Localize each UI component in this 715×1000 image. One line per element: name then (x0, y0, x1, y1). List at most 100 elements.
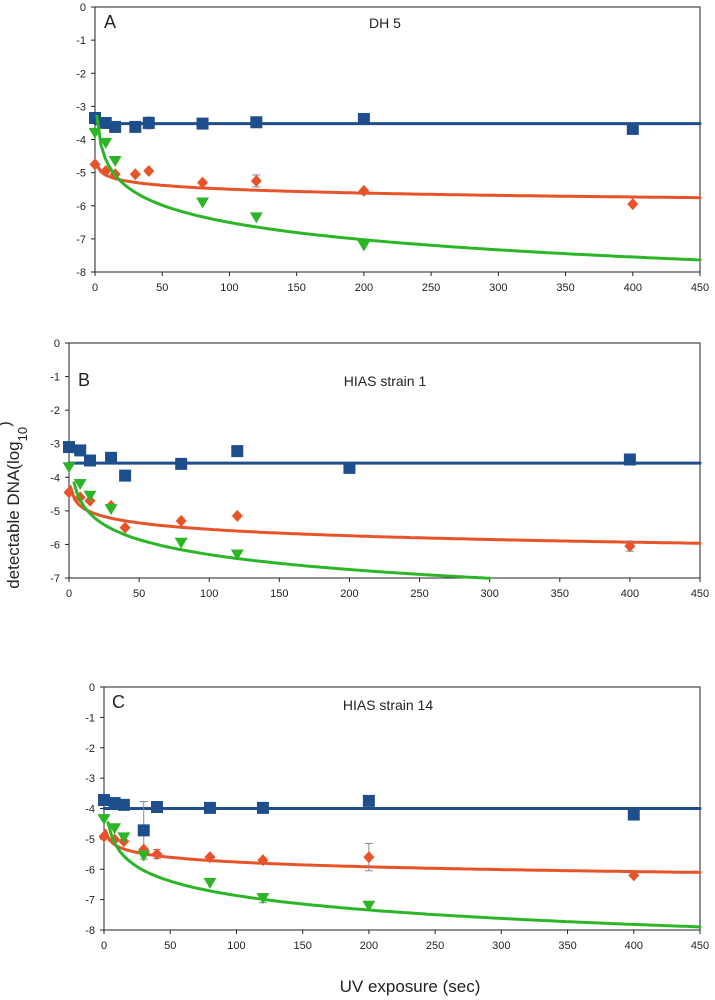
panel-b-orange-series-point (231, 509, 243, 522)
panel-b-x-tick-label: 450 (691, 588, 709, 600)
panel-a-blue-series-point (196, 117, 209, 130)
panel-a-y-tick-label: -2 (76, 68, 86, 80)
panel-a-x-tick-label: 250 (422, 282, 440, 294)
panel-c-blue-series-point (627, 808, 640, 821)
panel-a-x-tick-label: 200 (355, 282, 373, 294)
panel-c-green-series-fit-line (106, 821, 702, 929)
panel-c-green-series-point (108, 823, 122, 835)
panel-a-x-tick-label: 400 (624, 282, 642, 294)
panel-b-green-series-fit-line (72, 481, 492, 580)
panel-a-orange-series-point (197, 176, 209, 189)
panel-c-orange-series-point (151, 848, 163, 861)
panel-a-y-tick-label: -5 (76, 168, 86, 180)
y-axis-title-paren: ) (0, 421, 14, 427)
panel-a-x-tick-label: 0 (92, 282, 98, 294)
panel-c-x-tick-label: 400 (625, 940, 643, 952)
panel-c-x-tick-label: 200 (360, 940, 378, 952)
panel-a-orange-series-point (89, 158, 101, 171)
panel-a-green-series-fit-line (95, 114, 702, 262)
x-axis-title: UV exposure (sec) (340, 977, 481, 996)
panel-c-blue-series-point (117, 798, 130, 811)
panel-a-blue-series-point (250, 116, 263, 129)
panel-b-x-tick-label: 100 (200, 588, 218, 600)
panel-c-orange-series-point (204, 851, 216, 864)
panel-a-x-tick-label: 450 (691, 282, 709, 294)
panel-c-green-series-point (137, 850, 151, 862)
panel-c-blue-series-point (137, 824, 150, 837)
panel-c-green-series-point (97, 814, 111, 826)
panel-a-chart: 0 50 100 150 200 250 300 350 400 450 0 -1 -2 -3 -4 -5 -6… (76, 2, 709, 294)
panel-b-x-tick-label: 0 (66, 588, 72, 600)
panel-c-blue-series-point (256, 801, 269, 814)
panel-a-green-series-point (196, 197, 210, 209)
panel-b-blue-series-point (105, 451, 118, 464)
panel-c-blue-series-point (108, 797, 121, 810)
panel-b-letter: B (78, 370, 90, 390)
panel-b-green-series-point (230, 549, 244, 561)
panel-c-x-tick-label: 0 (101, 940, 107, 952)
panel-b-x-tick-label: 350 (551, 588, 569, 600)
panel-a-green-series-point (88, 127, 102, 139)
panel-c-x-tick-label: 300 (492, 940, 510, 952)
panel-b-blue-series-point (63, 441, 75, 454)
panel-a-orange-series-point (250, 174, 262, 187)
panel-b-green-series-point (104, 504, 118, 516)
panel-c-x-tick-label: 250 (426, 940, 444, 952)
panel-c-orange-series-point (628, 869, 640, 882)
panel-b-blue-series-point (84, 454, 97, 467)
panel-b-y-tick-label: -7 (50, 573, 60, 585)
panel-a-blue-series-point (109, 120, 122, 133)
panel-a-blue-series-point (626, 122, 639, 135)
panel-a-y-tick-label: -8 (76, 267, 86, 279)
panel-b-blue-series-point (343, 461, 356, 474)
panel-c-blue-series-point (150, 800, 163, 813)
panel-a-x-tick-label: 50 (156, 282, 168, 294)
panel-b-green-series-point (73, 479, 87, 490)
panel-c-green-series-point (362, 900, 376, 912)
panel-a-green-series-point (357, 240, 371, 252)
panel-a-green-series-point (249, 212, 263, 224)
panel-a-orange-series-fit-line (94, 161, 702, 200)
panel-a-x-tick-label: 350 (556, 282, 574, 294)
panel-b-y-tick-label: -3 (50, 439, 60, 451)
panel-b-orange-series-point (119, 521, 131, 534)
panel-b-orange-series-point (624, 540, 636, 553)
panel-c-y-tick-label: -1 (85, 712, 95, 724)
panel-b-x-tick-label: 250 (410, 588, 428, 600)
panel-c-x-tick-label: 450 (691, 940, 709, 952)
panel-c-blue-series-point (362, 794, 375, 807)
panel-a-green-series-point (99, 137, 113, 149)
panel-b-title: HIAS strain 1 (344, 373, 427, 389)
panel-a-y-tick-label: -6 (76, 201, 86, 213)
panel-a-letter: A (104, 12, 116, 32)
panel-a-blue-series-point (129, 120, 142, 133)
panel-a-blue-series-point (357, 112, 370, 125)
panel-c-blue-series-point (203, 801, 216, 814)
panel-c-green-series-point (203, 877, 217, 889)
panel-b-x-tick-label: 150 (270, 588, 288, 600)
panel-a-y-tick-label: 0 (80, 2, 86, 14)
panel-b-y-tick-label: -1 (50, 372, 60, 384)
panel-c-orange-series-point (257, 854, 269, 867)
panel-c-blue-series-point (98, 793, 110, 806)
panel-a-x-tick-label: 150 (287, 282, 305, 294)
panel-a-blue-series-point (142, 116, 155, 129)
panel-c-y-tick-label: -7 (85, 895, 95, 907)
panel-c-green-series-point (256, 893, 270, 905)
panel-c-title: HIAS strain 14 (343, 697, 433, 713)
panel-a-title: DH 5 (369, 15, 401, 31)
panel-a-orange-series-point (143, 164, 155, 177)
panel-c-orange-series-point (98, 830, 110, 843)
panel-a-plot-frame (94, 6, 701, 273)
panel-b-y-tick-label: -4 (50, 472, 60, 484)
panel-c-chart: 0 50 100 150 200 250 300 350 400 450 0 -1 -2 -3 -4 -5 -6… (85, 682, 709, 952)
panel-c-x-tick-label: 150 (293, 940, 311, 952)
panel-b-x-tick-label: 300 (480, 588, 498, 600)
panel-a-y-tick-label: -4 (76, 135, 86, 147)
panel-a-x-tick-label: 100 (220, 282, 238, 294)
panel-c-letter: C (112, 692, 125, 712)
panel-a-orange-series-point (358, 184, 370, 197)
panel-c-y-tick-label: -3 (85, 773, 95, 785)
panel-a-orange-series-point (129, 168, 141, 181)
